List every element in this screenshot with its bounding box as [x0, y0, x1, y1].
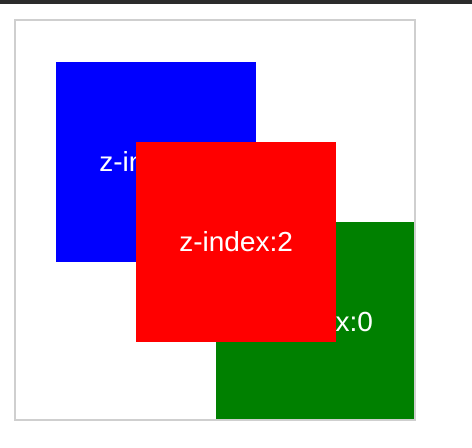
red-box-label: z-index:2	[179, 226, 293, 257]
red-box: z-index:2	[136, 142, 336, 342]
demo-container: z-index:0 z-index:1 z-index:2	[14, 19, 416, 421]
browser-top-edge	[0, 0, 472, 4]
